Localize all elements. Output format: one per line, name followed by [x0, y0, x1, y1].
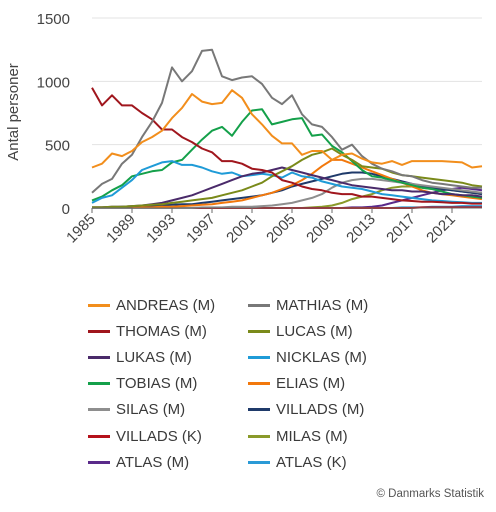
x-tick-label: 1993: [143, 211, 179, 247]
legend-item[interactable]: ANDREAS (M): [88, 292, 248, 318]
legend-item[interactable]: ELIAS (M): [248, 371, 398, 397]
legend-swatch: [248, 382, 270, 386]
series-line: [91, 48, 482, 194]
legend-label: NICKLAS (M): [276, 348, 367, 366]
legend-label: LUKAS (M): [116, 348, 192, 366]
legend-swatch: [248, 434, 270, 438]
series-line: [91, 87, 482, 205]
x-tick-label: 1997: [183, 211, 219, 247]
legend-swatch: [248, 355, 270, 359]
legend-item[interactable]: ATLAS (M): [88, 449, 248, 475]
legend-swatch: [248, 303, 270, 307]
legend-swatch: [88, 303, 110, 307]
legend-label: SILAS (M): [116, 401, 186, 419]
legend-label: MATHIAS (M): [276, 296, 369, 314]
y-tick-label: 500: [45, 138, 70, 155]
legend-swatch: [88, 329, 110, 333]
x-tick-label: 2005: [263, 211, 299, 247]
legend-item[interactable]: LUCAS (M): [248, 318, 398, 344]
legend-swatch: [248, 460, 270, 464]
y-tick-label: 1000: [37, 74, 70, 91]
legend-label: THOMAS (M): [116, 322, 207, 340]
series-line: [91, 160, 482, 204]
legend-label: TOBIAS (M): [116, 375, 198, 393]
x-tick-label: 2009: [303, 211, 339, 247]
legend-item[interactable]: MILAS (M): [248, 423, 398, 449]
legend-swatch: [88, 355, 110, 359]
legend-swatch: [248, 408, 270, 412]
legend-item[interactable]: VILLADS (M): [248, 397, 398, 423]
legend: ANDREAS (M) MATHIAS (M) THOMAS (M) LUCAS (M…: [88, 292, 398, 475]
y-tick-label: 0: [62, 201, 70, 218]
legend-label: ATLAS (K): [276, 453, 347, 471]
legend-item[interactable]: SILAS (M): [88, 397, 248, 423]
series-line: [92, 158, 483, 209]
legend-label: ATLAS (M): [116, 453, 190, 471]
legend-item[interactable]: NICKLAS (M): [248, 344, 398, 370]
legend-item[interactable]: LUKAS (M): [88, 344, 248, 370]
legend-label: ANDREAS (M): [116, 296, 216, 314]
legend-swatch: [88, 382, 110, 386]
legend-label: LUCAS (M): [276, 322, 353, 340]
copyright-credit: © Danmarks Statistik: [376, 488, 484, 500]
legend-label: VILLADS (M): [276, 401, 365, 419]
series-line: [91, 89, 483, 169]
legend-item[interactable]: MATHIAS (M): [248, 292, 398, 318]
series-line: [91, 108, 483, 202]
x-tick-label: 1989: [103, 211, 139, 247]
y-tick-label: 1500: [37, 11, 70, 28]
legend-item[interactable]: VILLADS (K): [88, 423, 248, 449]
x-tick-label: 2001: [223, 211, 259, 247]
x-tick-label: 2021: [423, 211, 459, 247]
legend-swatch: [88, 408, 110, 412]
x-tick-label: 2017: [383, 211, 419, 247]
legend-swatch: [248, 329, 270, 333]
legend-swatch: [88, 434, 110, 438]
series-line: [92, 147, 483, 209]
gridlines: [92, 17, 482, 146]
legend-swatch: [88, 460, 110, 464]
legend-item[interactable]: TOBIAS (M): [88, 371, 248, 397]
legend-item[interactable]: ATLAS (K): [248, 449, 398, 475]
y-axis-label: Antal personer: [5, 63, 22, 161]
legend-label: ELIAS (M): [276, 375, 346, 393]
legend-item[interactable]: THOMAS (M): [88, 318, 248, 344]
legend-label: MILAS (M): [276, 427, 348, 445]
x-tick-label: 2013: [343, 211, 379, 247]
series-lines: [91, 48, 483, 209]
legend-label: VILLADS (K): [116, 427, 202, 445]
